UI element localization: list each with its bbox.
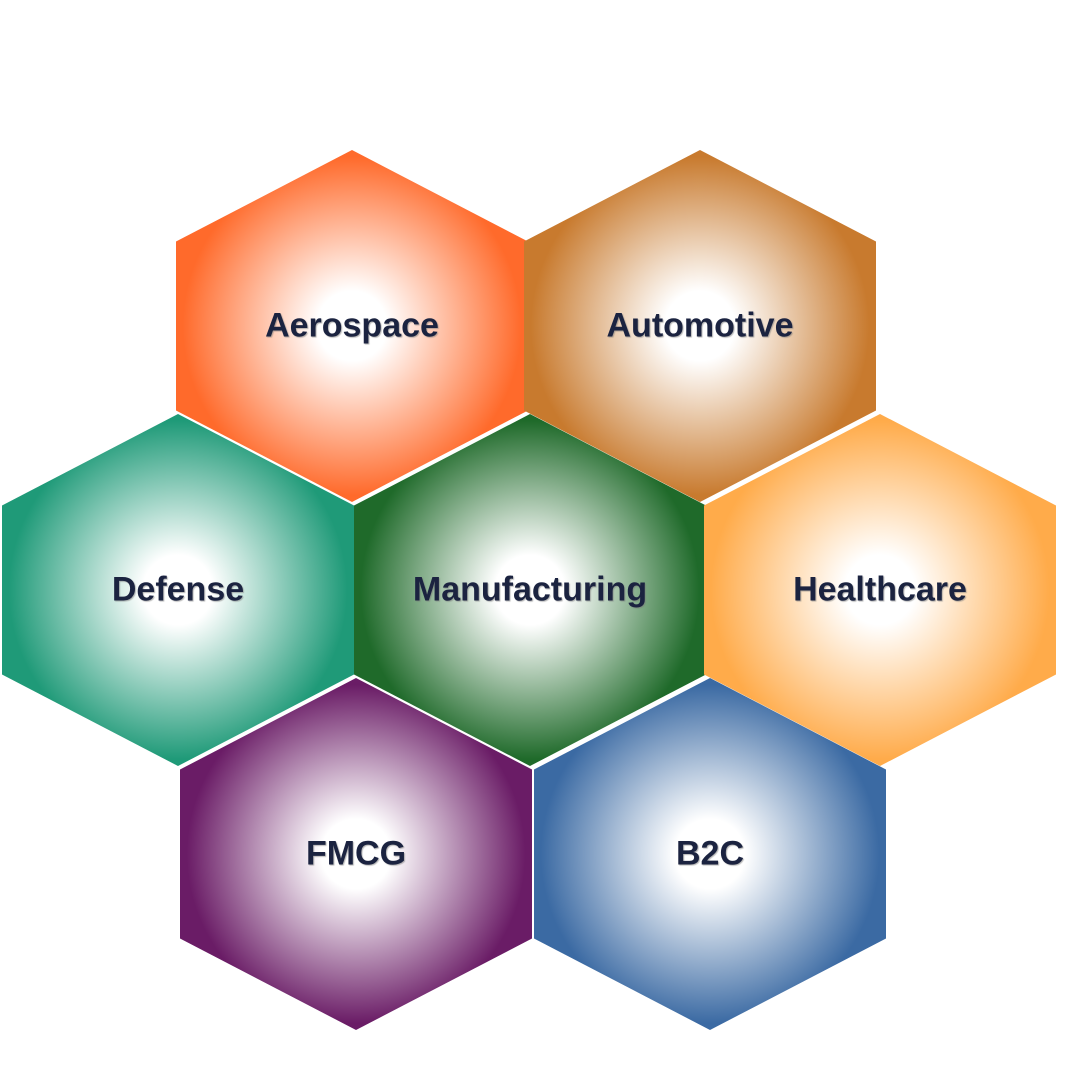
hexagon-label: B2C: [675, 834, 745, 873]
hexagon-label: Automotive: [606, 306, 794, 345]
hexagon-label: Defense: [111, 570, 245, 609]
hexagon-label: Healthcare: [793, 570, 967, 609]
hexagon-label: FMCG: [305, 834, 407, 873]
hexagon-label: Aerospace: [265, 306, 439, 345]
hexagon-label: Manufacturing: [412, 570, 648, 609]
